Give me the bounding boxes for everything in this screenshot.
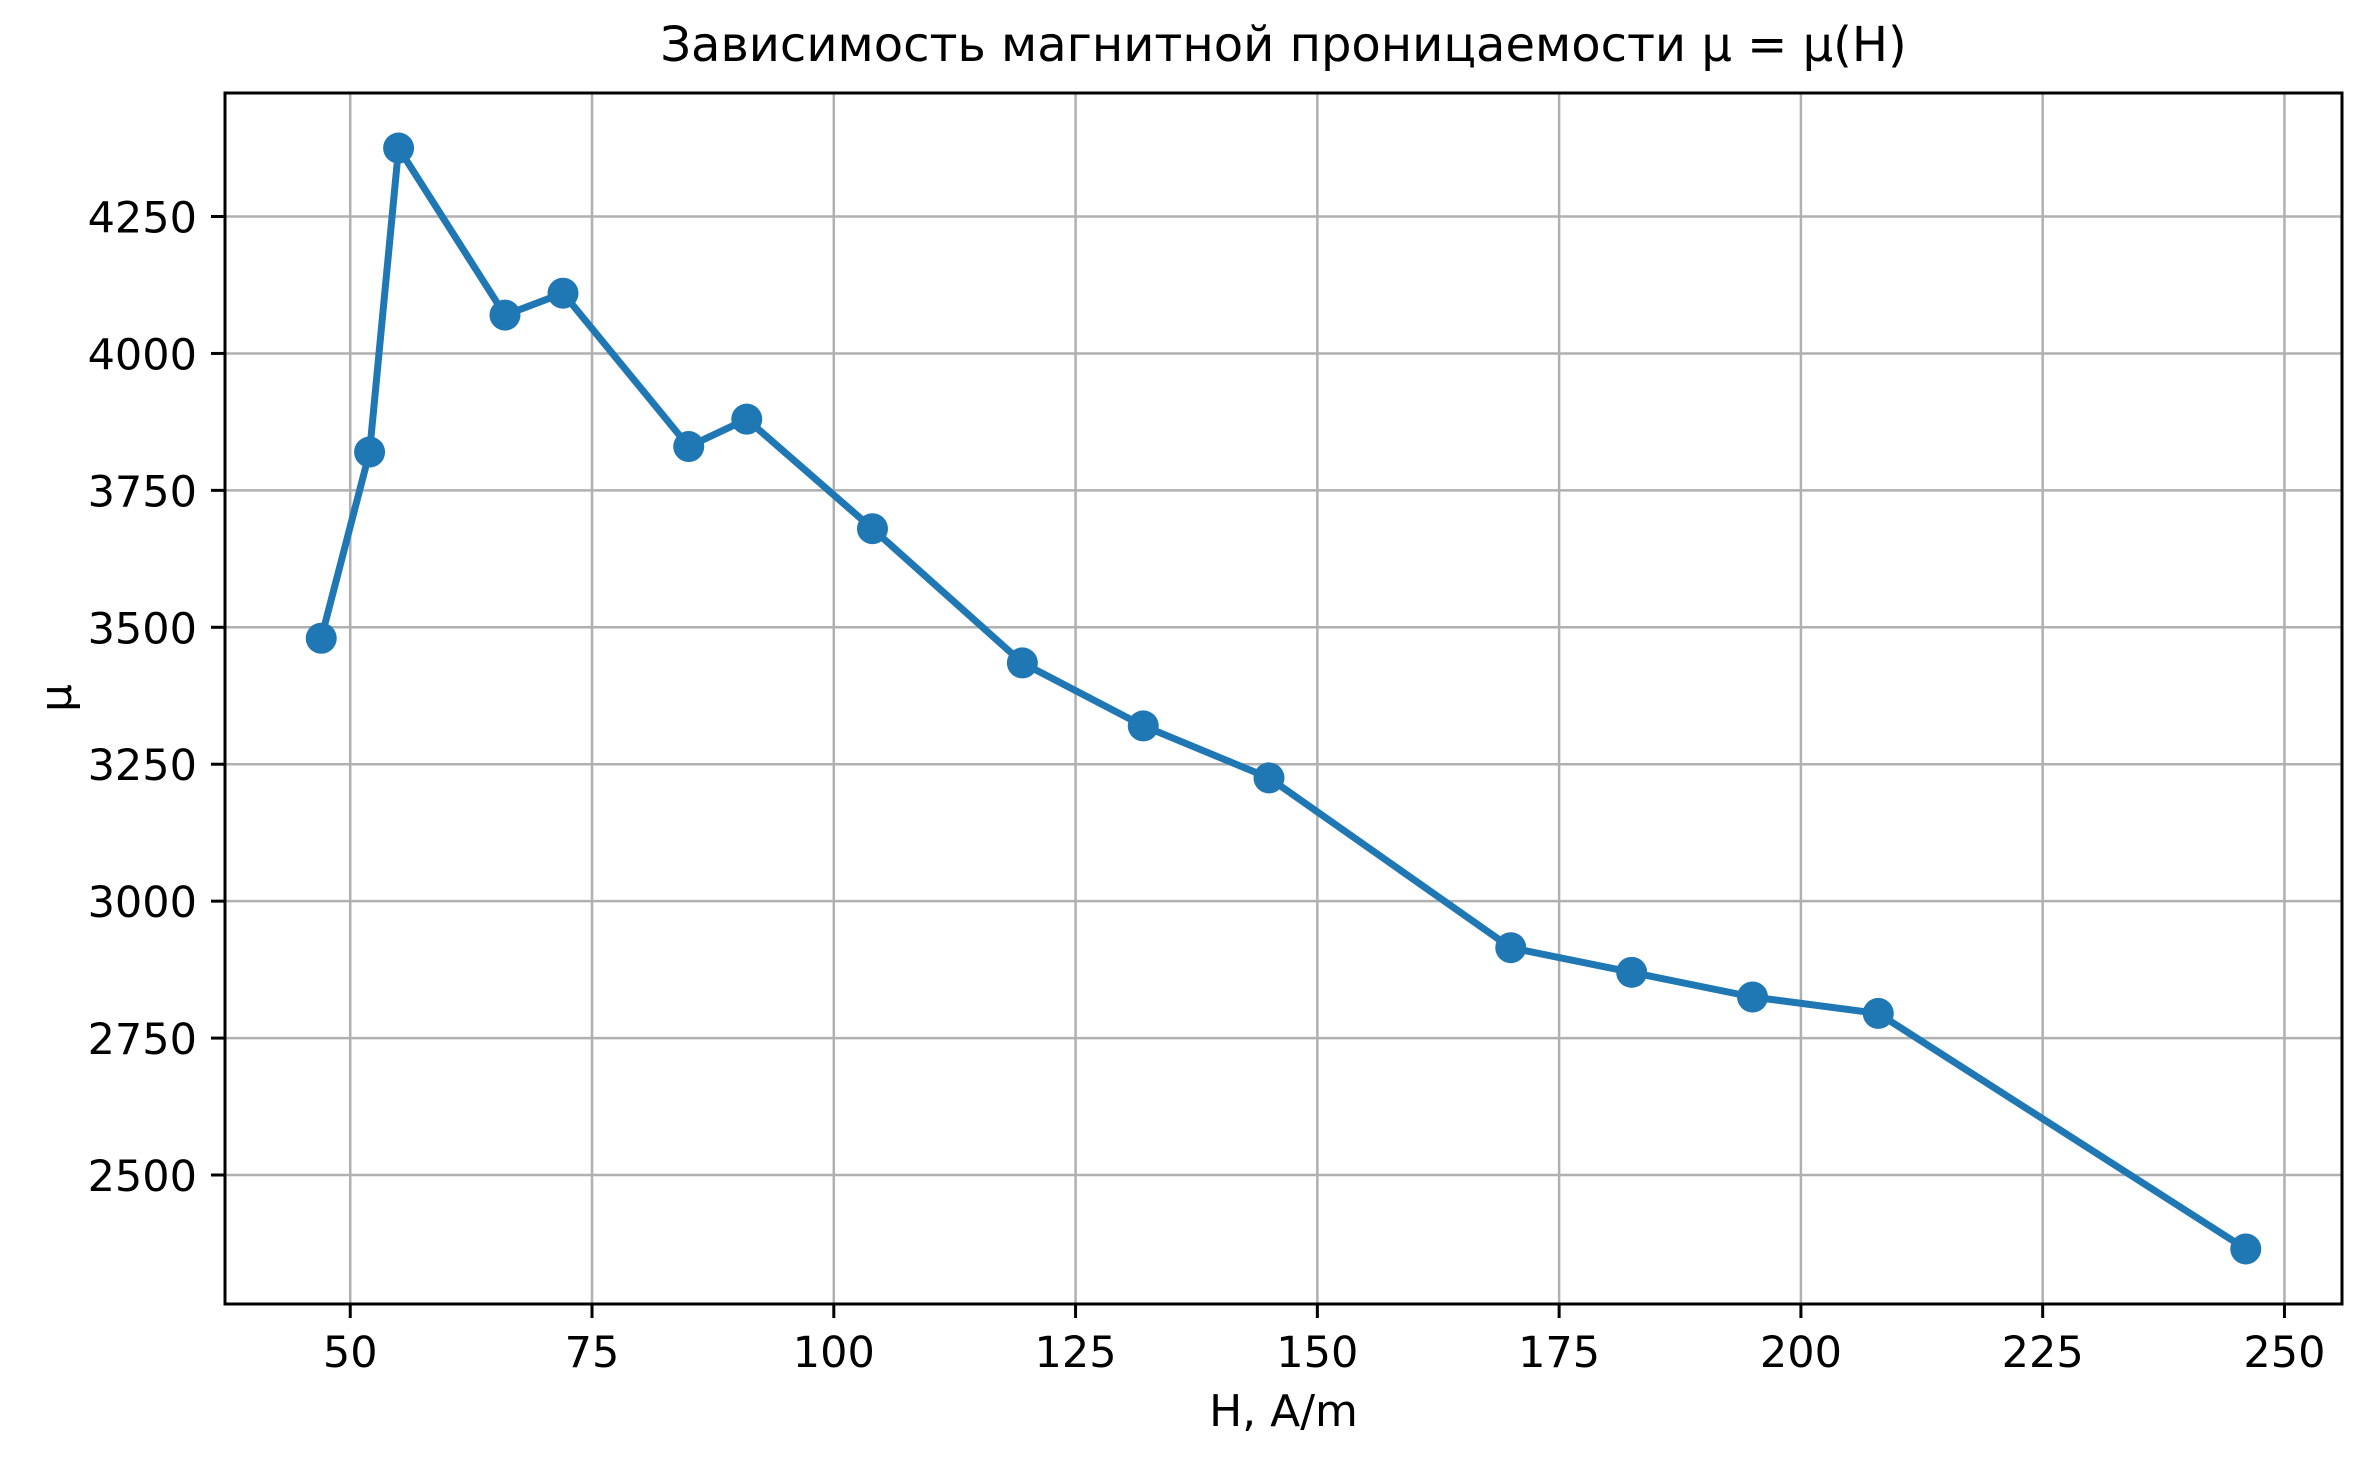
x-tick-label: 175: [1518, 1328, 1600, 1378]
data-point-marker: [489, 299, 521, 331]
plot-background: [225, 93, 2342, 1304]
x-tick-label: 150: [1276, 1328, 1358, 1378]
y-tick-label: 2750: [88, 1015, 197, 1065]
data-point-marker: [305, 622, 337, 654]
chart-title: Зависимость магнитной проницаемости μ = …: [660, 17, 1907, 73]
x-tick-label: 50: [323, 1328, 378, 1378]
data-point-marker: [547, 277, 579, 309]
y-tick-label: 3250: [88, 741, 197, 791]
y-tick-label: 4000: [88, 330, 197, 380]
x-tick-label: 225: [2002, 1328, 2084, 1378]
y-tick-label: 2500: [88, 1152, 197, 1202]
data-point-marker: [856, 513, 888, 545]
y-tick-label: 3500: [88, 604, 197, 654]
data-point-marker: [1127, 710, 1159, 742]
data-point-marker: [383, 132, 415, 164]
data-point-marker: [354, 436, 386, 468]
data-point-marker: [673, 431, 705, 463]
x-tick-label: 250: [2243, 1328, 2325, 1378]
x-tick-label: 75: [565, 1328, 620, 1378]
data-point-marker: [2230, 1233, 2262, 1265]
y-tick-label: 4250: [88, 194, 197, 244]
data-point-marker: [1495, 932, 1527, 964]
data-point-marker: [1006, 647, 1038, 679]
y-axis-label: μ: [31, 684, 82, 712]
series-line: [317, 144, 2250, 1253]
x-tick-label: 100: [793, 1328, 875, 1378]
y-tick-label: 3000: [88, 878, 197, 928]
plot-border: [223, 91, 2344, 1306]
data-point-marker: [1862, 997, 1894, 1029]
y-tick-label: 3750: [88, 467, 197, 517]
x-tick-label: 125: [1035, 1328, 1117, 1378]
x-tick-label: 200: [1760, 1328, 1842, 1378]
data-point-marker: [1737, 981, 1769, 1013]
data-point-marker: [1616, 956, 1648, 988]
data-point-marker: [731, 403, 763, 435]
x-axis-label: H, A/m: [1209, 1386, 1358, 1437]
data-point-marker: [1253, 762, 1285, 794]
